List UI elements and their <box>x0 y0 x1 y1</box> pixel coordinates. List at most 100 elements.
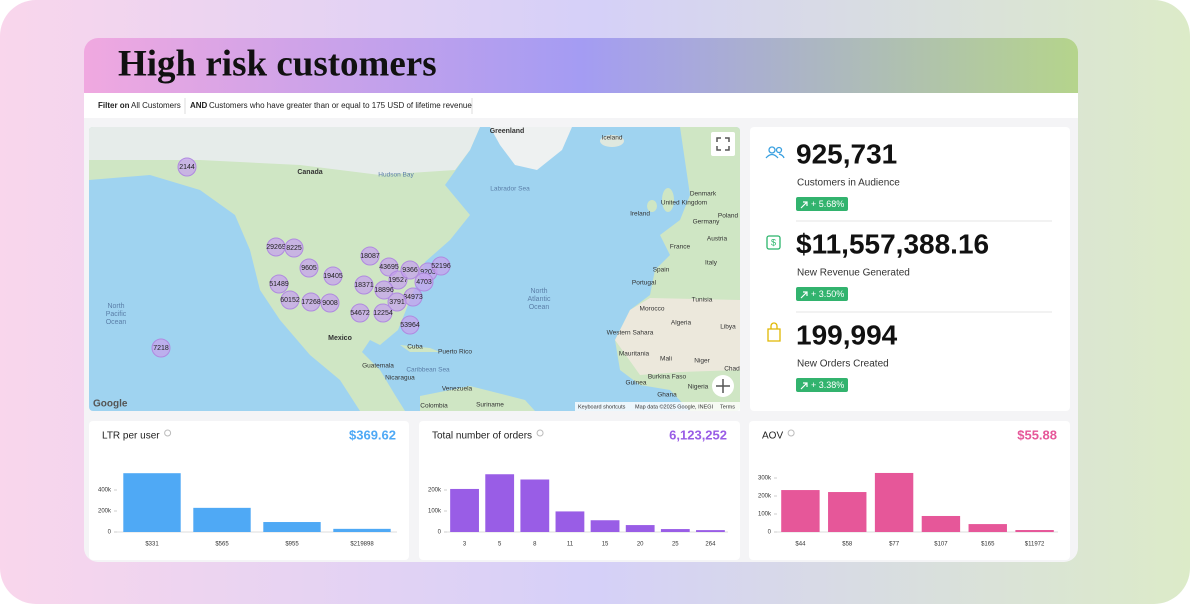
map-label: Austria <box>707 236 728 243</box>
cluster[interactable] <box>400 315 420 335</box>
bar <box>590 520 620 532</box>
map-label: Ireland <box>630 211 650 218</box>
map-label-line: North <box>530 288 547 295</box>
filter-value[interactable]: All Customers <box>131 101 181 110</box>
filter-condition[interactable]: Customers who have greater than or equal… <box>209 101 472 110</box>
x-tick-label: 8 <box>533 542 537 548</box>
x-tick-label: 11 <box>567 542 574 548</box>
cluster[interactable] <box>301 292 321 312</box>
cluster[interactable] <box>414 272 434 292</box>
bar <box>263 522 321 532</box>
map-label: Algeria <box>671 320 692 327</box>
cluster[interactable] <box>350 303 370 323</box>
x-tick-label: 25 <box>672 542 679 548</box>
icon-dollar-sign: $ <box>771 237 776 247</box>
cluster[interactable] <box>354 275 374 295</box>
x-tick-label: $58 <box>842 542 853 548</box>
y-tick-label: 100k <box>428 509 442 515</box>
chart-summary: 6,123,252 <box>669 427 727 442</box>
info-icon <box>536 429 544 437</box>
cluster-label: 9605 <box>301 265 317 272</box>
map-label: Suriname <box>476 402 504 409</box>
y-tick-label: 400k <box>98 488 112 494</box>
map-label: Italy <box>705 260 718 267</box>
stat-value: $11,557,388.16 <box>796 228 989 259</box>
y-tick-label: 0 <box>108 530 112 536</box>
map-label: Greenland <box>490 128 525 135</box>
x-tick-label: $955 <box>285 542 299 548</box>
cluster[interactable] <box>431 256 451 276</box>
greenland <box>490 127 572 170</box>
arctic <box>89 127 480 175</box>
bar <box>874 472 914 532</box>
cluster-label: 18087 <box>360 253 380 260</box>
uk <box>662 188 674 212</box>
change-arrow <box>800 382 808 390</box>
south-america <box>420 386 535 411</box>
map-label-line: North <box>107 303 124 310</box>
cluster-label: 2144 <box>179 164 195 171</box>
map-label: Guinea <box>626 380 647 387</box>
header <box>84 38 1078 93</box>
map-label: Poland <box>718 213 739 220</box>
bar <box>921 515 961 532</box>
cluster[interactable] <box>323 266 343 286</box>
map-label: Tunisia <box>692 297 713 304</box>
cluster[interactable] <box>360 246 380 266</box>
stat-label: New Revenue Generated <box>797 268 910 279</box>
x-tick-label: $107 <box>934 542 948 548</box>
cluster[interactable] <box>280 290 300 310</box>
cluster[interactable] <box>374 280 394 300</box>
sahara <box>615 298 740 375</box>
cluster[interactable] <box>177 157 197 177</box>
map-label: Denmark <box>690 191 717 198</box>
cluster[interactable] <box>269 274 289 294</box>
cluster[interactable] <box>387 292 407 312</box>
map-attribution: Keyboard shortcuts <box>578 404 626 410</box>
bar <box>123 473 181 532</box>
fullscreen-button[interactable] <box>711 132 735 156</box>
change-badge <box>796 378 848 392</box>
cluster[interactable] <box>373 303 393 323</box>
cluster[interactable] <box>151 338 171 358</box>
filter-bar <box>84 93 1078 118</box>
map[interactable]: Greenland Iceland Canada Hudson Bay Labrador… <box>89 127 740 411</box>
ireland <box>647 200 657 212</box>
chart-summary: $369.62 <box>349 427 396 442</box>
x-tick-label: $331 <box>145 542 159 548</box>
map-label: Morocco <box>640 306 665 313</box>
cuba <box>400 345 440 352</box>
change-value: + 5.68% <box>811 199 844 209</box>
cluster-label: 43695 <box>379 264 399 271</box>
map-logo: Google <box>93 399 128 410</box>
x-tick-label: 5 <box>498 542 502 548</box>
cluster-label: 53964 <box>400 322 420 329</box>
cluster[interactable] <box>299 258 319 278</box>
cluster[interactable] <box>284 238 304 258</box>
bar <box>660 529 690 532</box>
filter-joiner: AND <box>190 101 208 110</box>
cluster[interactable] <box>379 257 399 277</box>
map-label: France <box>670 244 691 251</box>
map-label: Ghana <box>657 392 677 399</box>
bar <box>193 507 251 532</box>
bar <box>828 492 867 532</box>
filter-label: Filter on <box>98 101 130 110</box>
map-label: Canada <box>297 169 322 176</box>
cluster[interactable] <box>320 293 340 313</box>
x-tick-label: $565 <box>215 542 229 548</box>
cluster-label: 29269 <box>266 244 286 251</box>
change-badge <box>796 197 848 211</box>
map-label: North Pacific Ocean <box>106 303 127 326</box>
stat-label: New Orders Created <box>797 359 889 370</box>
map-label: Caribbean Sea <box>406 367 450 374</box>
x-tick-label: 15 <box>602 542 609 548</box>
cluster-label: 34973 <box>403 294 423 301</box>
map-label: Niger <box>694 358 710 365</box>
icon-bag <box>767 322 781 342</box>
map-label: Colombia <box>420 403 448 410</box>
x-tick-label: $11972 <box>1025 542 1045 548</box>
map-label: Hudson Bay <box>378 172 414 179</box>
stat-value: 925,731 <box>796 138 897 169</box>
